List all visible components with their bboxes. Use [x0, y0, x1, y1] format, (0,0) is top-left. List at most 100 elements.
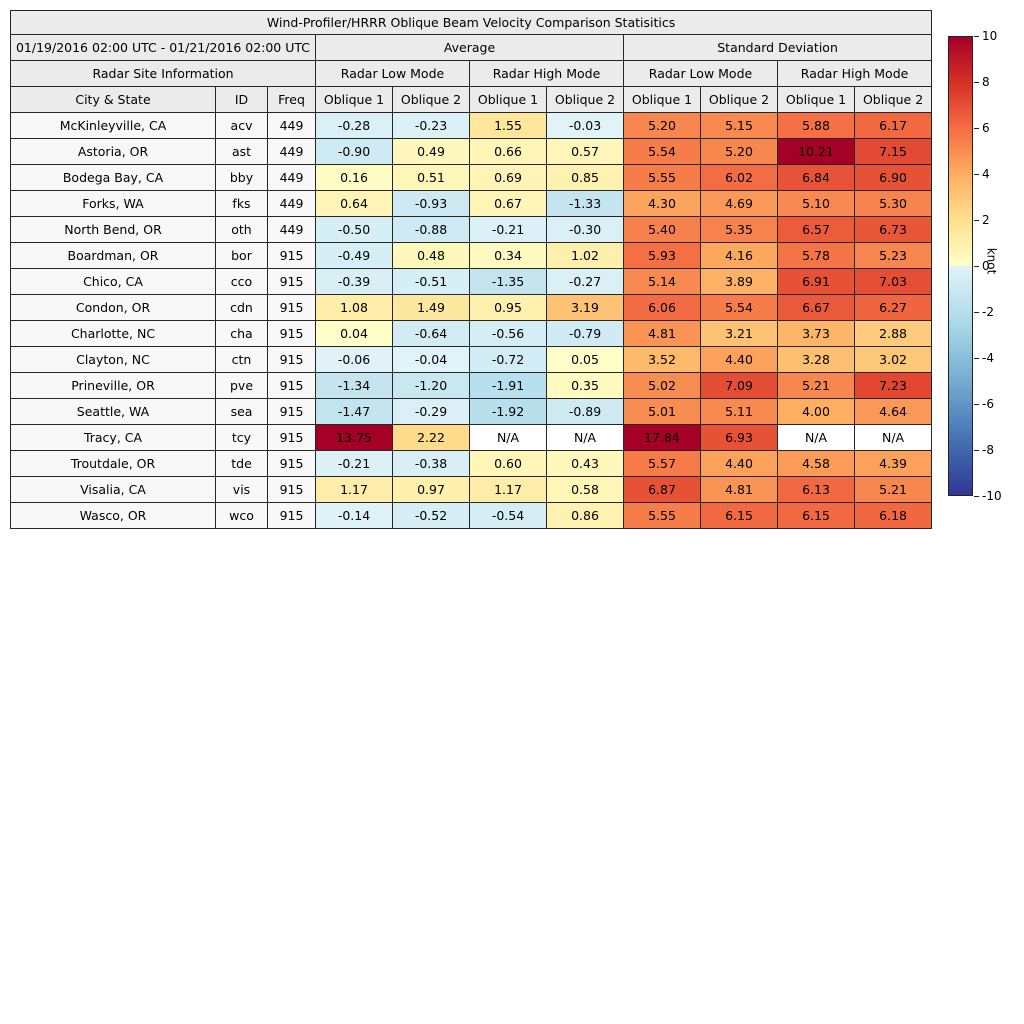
colorbar-tick-mark [974, 220, 979, 221]
value-cell: 0.58 [546, 476, 624, 503]
cell-freq: 915 [267, 398, 316, 425]
value-cell: 5.78 [777, 242, 855, 269]
avg-low-mode-header: Radar Low Mode [315, 60, 470, 87]
value-cell: 4.39 [853, 450, 933, 477]
value-cell: 0.97 [392, 476, 470, 503]
cell-city: Prineville, OR [10, 372, 216, 399]
cell-freq: 915 [267, 424, 316, 451]
value-cell: 0.67 [469, 190, 547, 217]
cell-id: cha [215, 320, 268, 347]
value-cell: 5.23 [853, 242, 933, 269]
cell-id: bor [215, 242, 268, 269]
cell-city: Bodega Bay, CA [10, 164, 216, 191]
value-cell: 6.57 [777, 216, 855, 243]
cell-freq: 915 [267, 372, 316, 399]
value-cell: 3.73 [777, 320, 855, 347]
table-title: Wind-Profiler/HRRR Oblique Beam Velocity… [9, 10, 933, 35]
value-cell: 1.08 [315, 294, 393, 321]
colorbar [948, 36, 973, 496]
colorbar-tick-label: 8 [982, 75, 990, 89]
table-row: Charlotte, NC cha 915 0.04 -0.64 -0.56 -0.79 4.… [10, 320, 933, 347]
value-cell: 3.52 [623, 346, 701, 373]
cell-city: Troutdale, OR [10, 450, 216, 477]
value-cell: 2.22 [392, 424, 470, 451]
value-cell: 0.64 [315, 190, 393, 217]
cell-id: vis [215, 476, 268, 503]
value-cell: 4.64 [853, 398, 933, 425]
value-cell: 1.55 [469, 112, 547, 139]
value-cell: 6.91 [777, 268, 855, 295]
cell-id: acv [215, 112, 268, 139]
group-header-standard-deviation: Standard Deviation [622, 34, 933, 61]
value-cell: 6.27 [853, 294, 933, 321]
col-header-avg-low-oblique1: Oblique 1 [315, 86, 393, 113]
col-header-std-low-oblique1: Oblique 1 [623, 86, 701, 113]
value-cell: 10.21 [777, 138, 855, 165]
value-cell: -0.39 [315, 268, 393, 295]
value-cell: 0.04 [315, 320, 393, 347]
cell-city: Visalia, CA [10, 476, 216, 503]
col-header-city-state: City & State [10, 86, 216, 113]
table-row: Seattle, WA sea 915 -1.47 -0.29 -1.92 -0.89 5.0… [10, 398, 933, 425]
col-header-freq: Freq [267, 86, 316, 113]
cell-id: pve [215, 372, 268, 399]
avg-high-mode-header: Radar High Mode [469, 60, 624, 87]
cell-id: fks [215, 190, 268, 217]
value-cell: -0.06 [315, 346, 393, 373]
value-cell: 4.00 [777, 398, 855, 425]
value-cell: -0.89 [546, 398, 624, 425]
value-cell: N/A [469, 424, 547, 451]
value-cell: -0.56 [469, 320, 547, 347]
value-cell: 0.86 [546, 502, 624, 529]
value-cell: 5.54 [700, 294, 778, 321]
value-cell: 6.13 [777, 476, 855, 503]
table-row: Condon, OR cdn 915 1.08 1.49 0.95 3.19 6.06 5.54… [10, 294, 933, 321]
value-cell: -0.90 [315, 138, 393, 165]
cell-city: Astoria, OR [10, 138, 216, 165]
value-cell: -0.79 [546, 320, 624, 347]
cell-freq: 449 [267, 216, 316, 243]
value-cell: -1.34 [315, 372, 393, 399]
value-cell: -0.14 [315, 502, 393, 529]
value-cell: 5.21 [853, 476, 933, 503]
value-cell: 4.40 [700, 346, 778, 373]
cell-freq: 915 [267, 268, 316, 295]
value-cell: 5.93 [623, 242, 701, 269]
cell-city: Boardman, OR [10, 242, 216, 269]
value-cell: -1.35 [469, 268, 547, 295]
value-cell: 5.40 [623, 216, 701, 243]
value-cell: 1.17 [469, 476, 547, 503]
value-cell: 3.89 [700, 268, 778, 295]
value-cell: 6.06 [623, 294, 701, 321]
colorbar-tick-label: 4 [982, 167, 990, 181]
cell-freq: 915 [267, 346, 316, 373]
value-cell: 3.21 [700, 320, 778, 347]
value-cell: 4.16 [700, 242, 778, 269]
cell-city: Chico, CA [10, 268, 216, 295]
colorbar-axis-label: knot [984, 247, 999, 275]
cell-freq: 449 [267, 164, 316, 191]
value-cell: 7.23 [853, 372, 933, 399]
value-cell: 5.15 [700, 112, 778, 139]
value-cell: 6.73 [853, 216, 933, 243]
colorbar-tick-label: -6 [982, 397, 994, 411]
value-cell: 4.69 [700, 190, 778, 217]
value-cell: 4.81 [623, 320, 701, 347]
table-row: Tracy, CA tcy 915 13.75 2.22 N/A N/A 17.84 6.93 N… [10, 424, 933, 451]
colorbar-tick-label: -4 [982, 351, 994, 365]
value-cell: 3.28 [777, 346, 855, 373]
value-cell: 6.17 [853, 112, 933, 139]
value-cell: -0.04 [392, 346, 470, 373]
table-row: Clayton, NC ctn 915 -0.06 -0.04 -0.72 0.05 3.52… [10, 346, 933, 373]
value-cell: -0.27 [546, 268, 624, 295]
value-cell: 17.84 [623, 424, 701, 451]
value-cell: -0.49 [315, 242, 393, 269]
table-row: Visalia, CA vis 915 1.17 0.97 1.17 0.58 6.87 4.8… [10, 476, 933, 503]
cell-id: tde [215, 450, 268, 477]
value-cell: 4.81 [700, 476, 778, 503]
value-cell: 13.75 [315, 424, 393, 451]
value-cell: 0.16 [315, 164, 393, 191]
value-cell: 3.02 [853, 346, 933, 373]
value-cell: -0.29 [392, 398, 470, 425]
value-cell: -0.51 [392, 268, 470, 295]
